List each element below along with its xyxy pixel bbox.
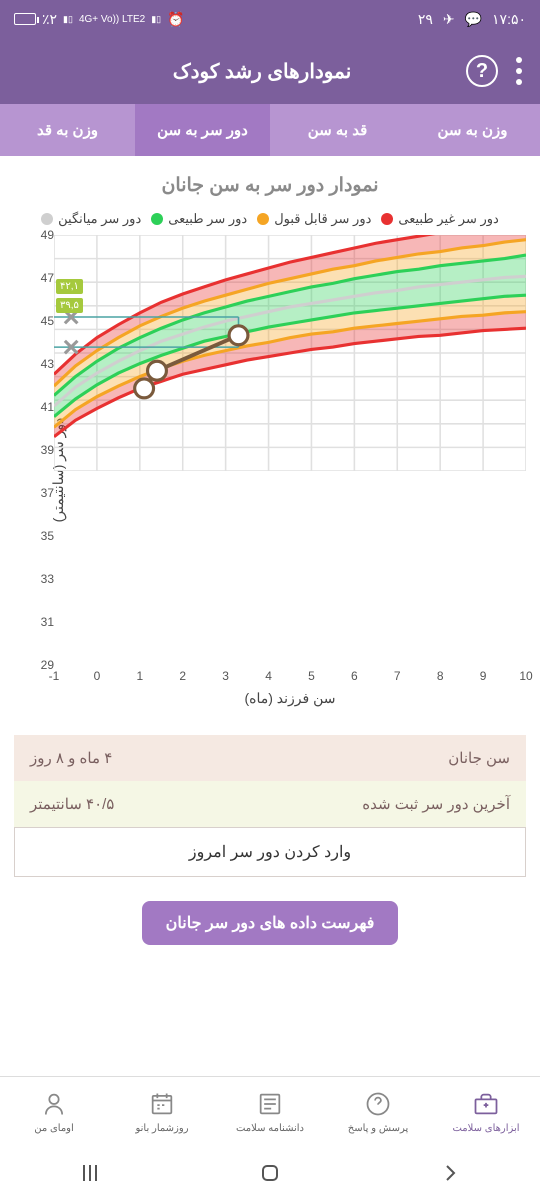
data-list-button[interactable]: فهرست داده های دور سر جانان	[142, 901, 399, 945]
nav-label: ابزارهای سلامت	[452, 1123, 519, 1134]
legend-normal: دور سر طبیعی	[151, 211, 247, 227]
news-icon	[255, 1089, 285, 1119]
nav-label: پرسش و پاسخ	[348, 1123, 408, 1134]
nav-label: اومای من	[34, 1123, 74, 1134]
signal-icon: ▮▯	[63, 14, 73, 25]
app-header: ? نمودارهای رشد کودک	[0, 38, 540, 104]
profile-icon	[39, 1089, 69, 1119]
info-block: سن جانان ۴ ماه و ۸ روز آخرین دور سر ثبت …	[14, 735, 526, 877]
info-age-label: سن جانان	[448, 749, 510, 767]
toolbox-icon	[471, 1089, 501, 1119]
info-last-row: آخرین دور سر ثبت شده ۴۰/۵ سانتیمتر	[14, 781, 526, 827]
y-axis-labels: 2931333537394143454749	[34, 235, 54, 665]
nav-label: روزشمار بانو	[135, 1123, 188, 1134]
nav-profile[interactable]: اومای من	[0, 1077, 108, 1146]
status-bar: ٪۲ ▮▯ 4G+ Vo)) LTE2 ▮▯ ⏰ ۲۹ ✈ 💬 ۱۷:۵۰	[0, 0, 540, 38]
nav-label: دانشنامه سلامت	[236, 1123, 304, 1134]
tab-headcirc-age[interactable]: دور سر به سن	[135, 104, 270, 156]
net-label: 4G+ Vo)) LTE2	[79, 14, 145, 25]
chart-legend: دور سر غیر طبیعی دور سر قابل قبول دور سر…	[14, 211, 526, 227]
clock: ۱۷:۵۰	[492, 11, 526, 28]
chart-title: نمودار دور سر به سن جانان	[14, 174, 526, 197]
back-button[interactable]	[436, 1159, 464, 1187]
battery-icon	[14, 13, 36, 25]
menu-icon[interactable]	[516, 57, 522, 85]
x-axis-title: سن فرزند (ماه)	[54, 690, 526, 707]
page-title: نمودارهای رشد کودک	[58, 59, 466, 84]
enter-today-button[interactable]: وارد کردن دور سر امروز	[14, 827, 526, 877]
info-age-row: سن جانان ۴ ماه و ۸ روز	[14, 735, 526, 781]
calendar-icon	[147, 1089, 177, 1119]
help-icon[interactable]: ?	[466, 55, 498, 87]
nav-qa[interactable]: پرسش و پاسخ	[324, 1077, 432, 1146]
home-button[interactable]	[256, 1159, 284, 1187]
tab-weight-height[interactable]: وزن به قد	[0, 104, 135, 156]
chart-section: نمودار دور سر به سن جانان دور سر غیر طبی…	[0, 156, 540, 715]
x-axis-labels: -1012345678910	[54, 669, 526, 685]
nav-encyclopedia[interactable]: دانشنامه سلامت	[216, 1077, 324, 1146]
question-icon	[363, 1089, 393, 1119]
telegram-icon: ✈	[443, 11, 455, 28]
chart-area: دور سر (سانتیمتر) 2931333537394143454749…	[14, 235, 526, 705]
signal-icon-2: ▮▯	[151, 14, 161, 25]
info-age-value: ۴ ماه و ۸ روز	[30, 749, 112, 767]
tab-height-age[interactable]: قد به سن	[270, 104, 405, 156]
alarm-icon: ⏰	[167, 11, 184, 28]
legend-abnormal: دور سر غیر طبیعی	[381, 211, 498, 227]
bottom-nav: ابزارهای سلامت پرسش و پاسخ دانشنامه سلام…	[0, 1076, 540, 1146]
nav-calendar[interactable]: روزشمار بانو	[108, 1077, 216, 1146]
nav-health-tools[interactable]: ابزارهای سلامت	[432, 1077, 540, 1146]
recent-apps-button[interactable]	[76, 1159, 104, 1187]
info-last-label: آخرین دور سر ثبت شده	[362, 795, 510, 813]
notif-count: ۲۹	[418, 11, 433, 28]
tab-weight-age[interactable]: وزن به سن	[405, 104, 540, 156]
tab-bar: وزن به سن قد به سن دور سر به سن وزن به ق…	[0, 104, 540, 156]
growth-chart	[54, 235, 526, 471]
legend-median: دور سر میانگین	[41, 211, 141, 227]
info-last-value: ۴۰/۵ سانتیمتر	[30, 795, 114, 813]
chat-icon: 💬	[465, 11, 482, 28]
legend-acceptable: دور سر قابل قبول	[257, 211, 371, 227]
system-nav-bar	[0, 1146, 540, 1200]
battery-pct: ٪۲	[42, 11, 57, 28]
